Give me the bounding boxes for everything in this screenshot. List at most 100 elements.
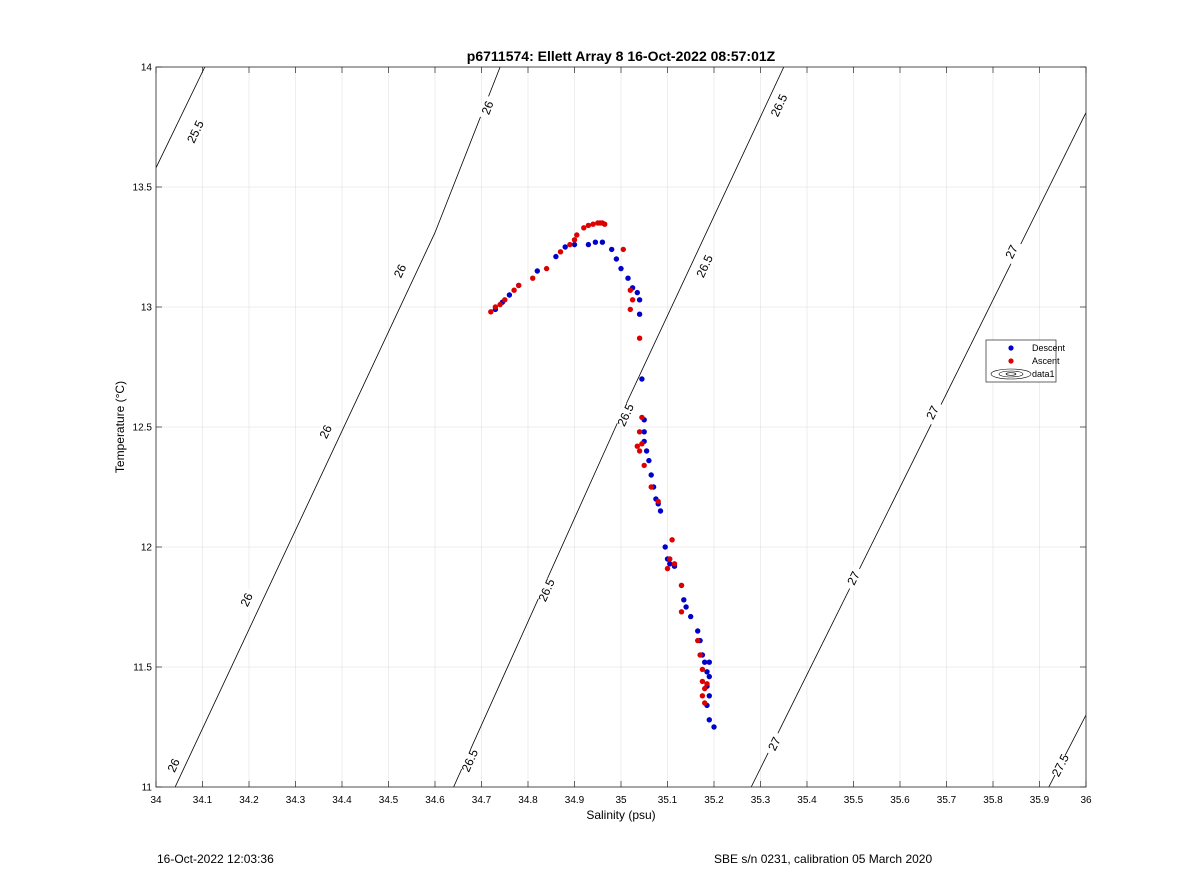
legend-descent-label: Descent	[1032, 343, 1066, 353]
x-tick-label: 36	[1080, 795, 1092, 806]
y-tick-label: 11	[142, 783, 153, 794]
ascent-point	[702, 700, 708, 706]
contour-label-bg	[921, 399, 944, 426]
ascent-point	[641, 462, 647, 469]
descent-point	[506, 292, 513, 298]
descent-point	[704, 669, 710, 675]
chart-title: p6711574: Ellett Array 8 16-Oct-2022 08:…	[467, 48, 776, 64]
y-tick-label: 13	[141, 303, 153, 314]
legend-descent-marker	[1008, 345, 1014, 351]
data-points	[488, 220, 717, 730]
contour-label-bg	[184, 118, 207, 145]
x-tick-label: 35	[615, 795, 627, 806]
contour-label-27: 27	[844, 569, 863, 587]
x-tick-label: 34.9	[565, 795, 585, 806]
legend-contour-icon	[990, 368, 1032, 380]
contour-line-27.5	[1048, 714, 1086, 787]
y-tick-label: 14	[141, 63, 153, 74]
descent-point	[639, 376, 645, 382]
descent-point	[643, 448, 650, 454]
x-tick-label: 35.4	[797, 795, 817, 806]
ascent-point	[567, 241, 573, 248]
ascent-point	[639, 441, 645, 447]
legend-ascent-marker	[1008, 358, 1014, 364]
descent-point	[646, 457, 652, 464]
contour-label-bg	[458, 747, 481, 774]
ascent-point	[664, 565, 671, 572]
descent-point	[562, 244, 568, 250]
descent-point	[702, 659, 708, 665]
x-tick-label: 35.6	[890, 795, 910, 806]
x-tick-label: 35.2	[704, 795, 724, 806]
y-tick-label: 11.5	[133, 663, 152, 674]
footer-timestamp: 16-Oct-2022 12:03:36	[157, 852, 274, 866]
contour-label-bg	[235, 586, 258, 613]
x-axis-label: Salinity (psu)	[586, 808, 655, 822]
footer-calibration: SBE s/n 0231, calibration 05 March 2020	[714, 852, 933, 866]
x-tick-label: 35.7	[937, 795, 957, 806]
ascent-point	[511, 287, 517, 293]
contour-label-bg	[693, 253, 716, 280]
x-tick-label: 34.8	[518, 795, 538, 806]
ascent-point	[702, 685, 708, 692]
contour-label-26: 26	[479, 99, 497, 117]
legend: Descent Ascent data1	[985, 339, 1066, 383]
contour-label-bg	[1049, 752, 1072, 779]
contour-label-bg	[162, 752, 185, 779]
ascent-point	[697, 652, 703, 658]
descent-point	[688, 613, 694, 620]
ascent-point	[704, 681, 710, 687]
ascent-point	[590, 221, 596, 227]
descent-point	[683, 604, 689, 610]
contour-label-bg	[477, 94, 499, 121]
legend-data1-label: data1	[1032, 369, 1055, 379]
descent-point	[667, 561, 673, 567]
ascent-point	[699, 693, 706, 699]
x-tick-label: 35.5	[844, 795, 864, 806]
descent-point	[599, 239, 606, 245]
descent-point	[625, 275, 631, 281]
ascent-point	[574, 232, 580, 238]
descent-point	[609, 246, 615, 253]
x-tick-label: 34.2	[239, 795, 259, 806]
grid-lines	[155, 66, 1087, 788]
ascent-point	[557, 249, 564, 255]
descent-point	[553, 253, 559, 260]
x-tick-label: 35.3	[751, 795, 771, 806]
ascent-point	[695, 637, 701, 644]
ascent-point	[488, 309, 494, 315]
ascent-point	[492, 304, 499, 310]
descent-point	[592, 239, 599, 245]
descent-point	[662, 544, 668, 550]
x-tick-label: 34.1	[193, 795, 213, 806]
contour-label-bg	[314, 418, 337, 445]
contour-label-bg	[768, 92, 791, 119]
x-tick-label: 34.3	[286, 795, 306, 806]
ascent-point	[678, 582, 685, 589]
descent-point	[648, 472, 654, 478]
descent-point	[657, 508, 664, 514]
ascent-point	[516, 282, 522, 289]
descent-point	[636, 297, 643, 303]
legend-ascent-label: Ascent	[1032, 356, 1060, 366]
descent-point	[618, 265, 624, 272]
contour-label-27: 27	[765, 734, 784, 752]
ascent-point	[629, 297, 636, 303]
ascent-point	[671, 561, 678, 567]
descent-point	[695, 628, 701, 634]
ascent-point	[543, 265, 550, 272]
ascent-point	[639, 414, 645, 421]
x-tick-label: 34.4	[332, 795, 352, 806]
descent-point	[585, 241, 592, 248]
ascent-point	[530, 275, 536, 281]
contour-label-bg	[389, 258, 412, 284]
y-tick-label: 12.5	[133, 423, 153, 434]
descent-point	[613, 256, 620, 262]
x-tick-label: 35.9	[1030, 795, 1050, 806]
descent-point	[681, 597, 687, 603]
descent-point	[706, 717, 712, 723]
ascent-point	[636, 429, 643, 435]
y-tick-label: 13.5	[133, 183, 153, 194]
ascent-point	[699, 678, 706, 685]
